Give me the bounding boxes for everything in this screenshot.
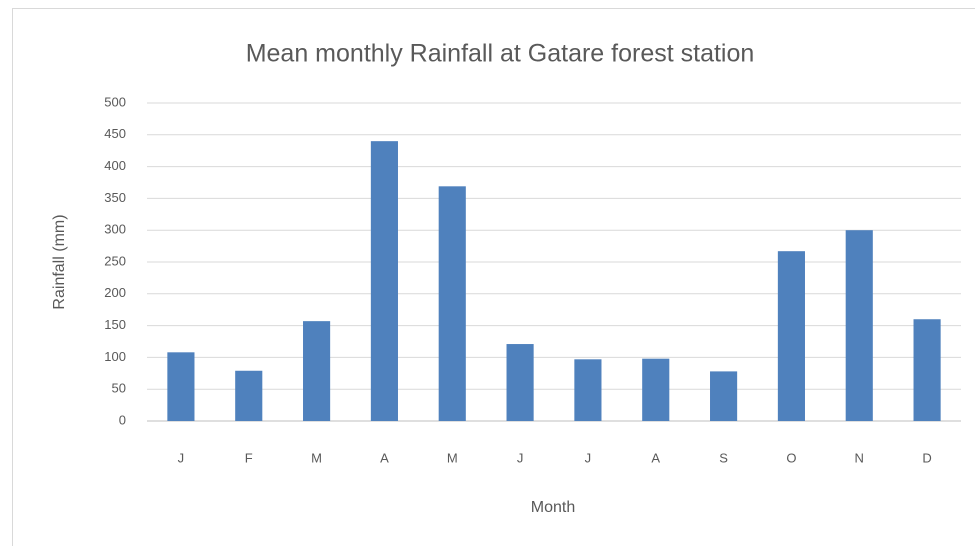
y-tick-label: 300 bbox=[104, 222, 126, 237]
y-tick-label: 250 bbox=[104, 253, 126, 268]
bar bbox=[507, 344, 534, 421]
x-tick-label: D bbox=[922, 450, 931, 465]
x-tick-label: M bbox=[311, 450, 322, 465]
bar bbox=[235, 371, 262, 421]
bar bbox=[167, 352, 194, 421]
y-tick-label: 0 bbox=[119, 412, 126, 427]
x-tick-label: A bbox=[380, 450, 389, 465]
bar bbox=[439, 186, 466, 421]
bar bbox=[642, 359, 669, 421]
x-tick-label: J bbox=[178, 450, 185, 465]
bar bbox=[303, 321, 330, 421]
y-axis-label: Rainfall (mm) bbox=[51, 214, 68, 309]
x-tick-label: S bbox=[719, 450, 728, 465]
bar bbox=[710, 371, 737, 421]
y-tick-label: 50 bbox=[112, 381, 126, 396]
x-tick-label: A bbox=[651, 450, 660, 465]
y-tick-label: 500 bbox=[104, 94, 126, 109]
x-tick-label: F bbox=[245, 450, 253, 465]
y-tick-label: 200 bbox=[104, 285, 126, 300]
y-tick-label: 400 bbox=[104, 158, 126, 173]
x-tick-label: O bbox=[786, 450, 796, 465]
x-tick-label: M bbox=[447, 450, 458, 465]
x-tick-label: J bbox=[585, 450, 592, 465]
bar bbox=[574, 359, 601, 421]
x-axis-label: Month bbox=[531, 499, 575, 516]
y-tick-label: 150 bbox=[104, 317, 126, 332]
bar bbox=[846, 230, 873, 421]
bar bbox=[778, 251, 805, 421]
chart-frame bbox=[13, 9, 975, 547]
y-tick-label: 350 bbox=[104, 190, 126, 205]
y-tick-label: 100 bbox=[104, 349, 126, 364]
x-tick-label: N bbox=[855, 450, 864, 465]
y-tick-label: 450 bbox=[104, 126, 126, 141]
chart-title: Mean monthly Rainfall at Gatare forest s… bbox=[246, 40, 755, 68]
x-tick-label: J bbox=[517, 450, 524, 465]
bar bbox=[914, 319, 941, 421]
bar bbox=[371, 141, 398, 421]
